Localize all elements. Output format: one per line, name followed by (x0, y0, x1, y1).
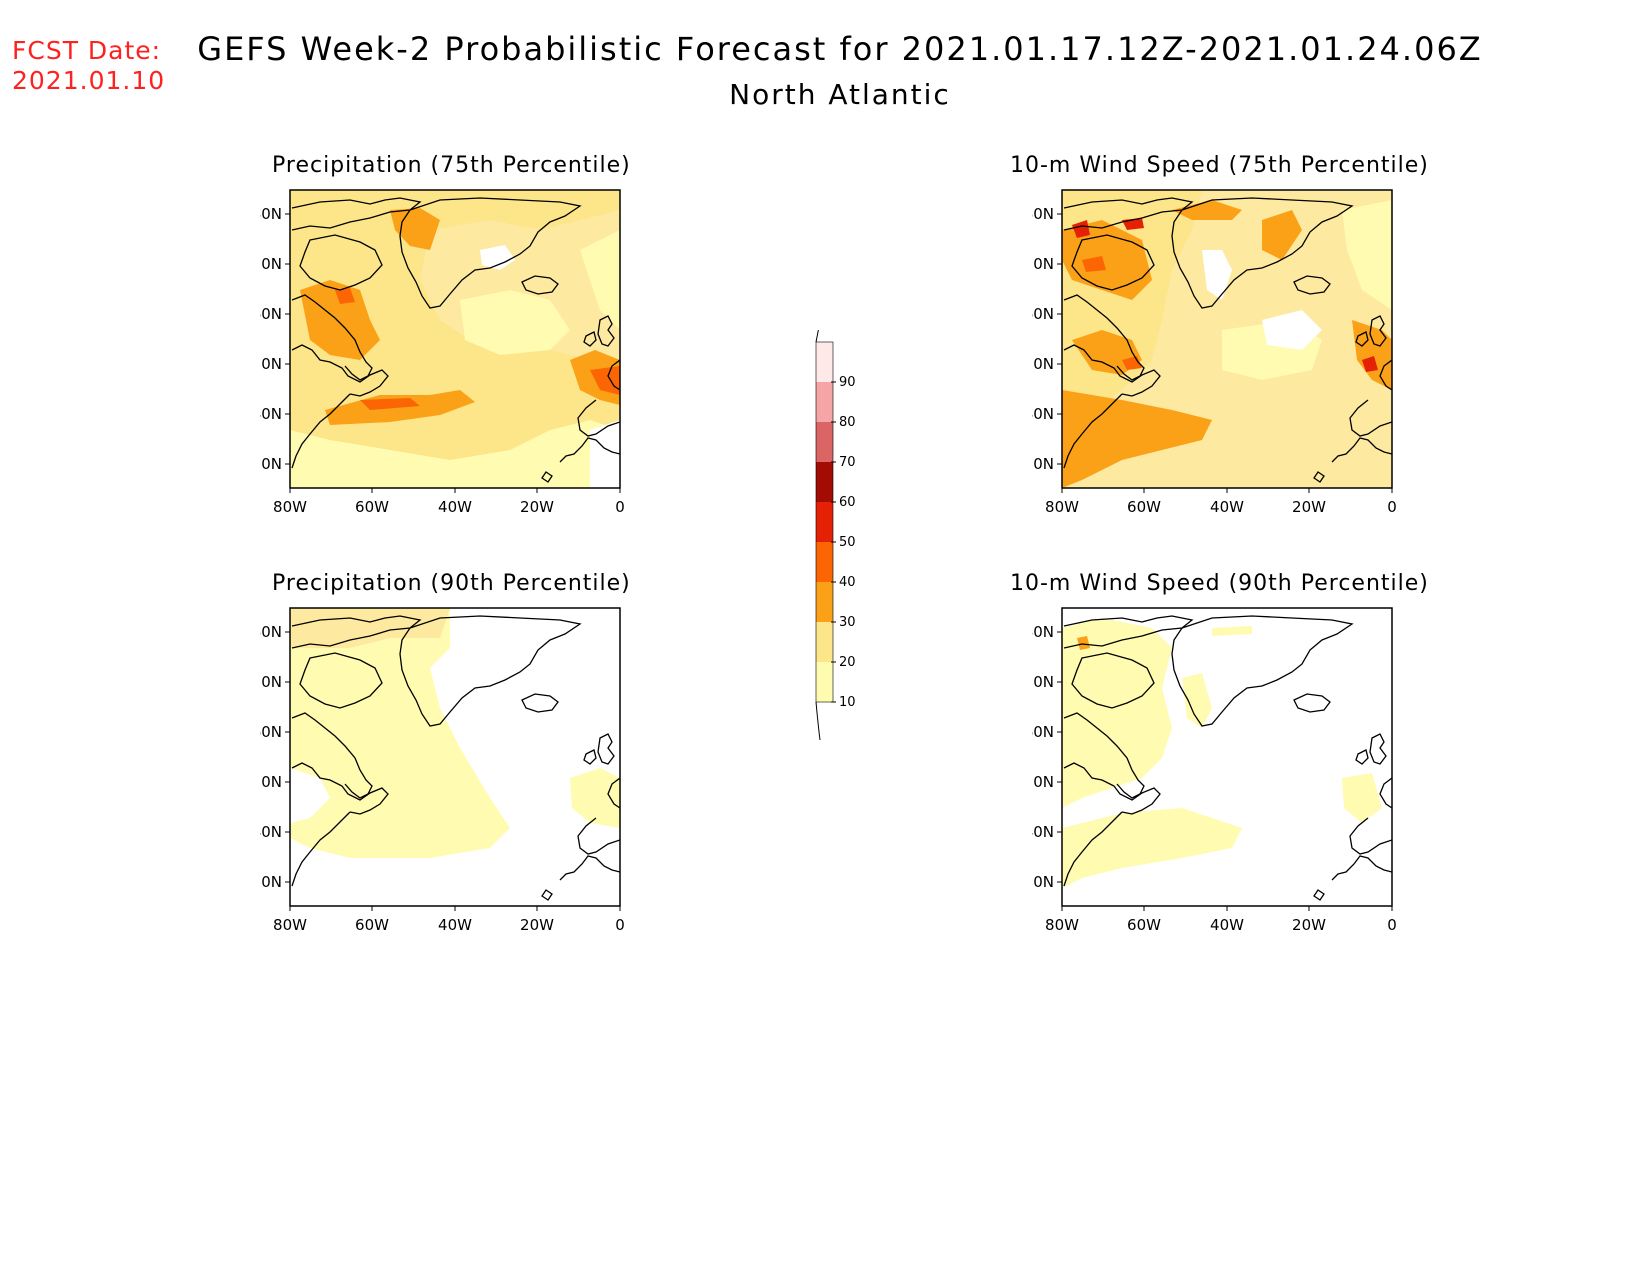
lon-ticks: 80W 60W 40W 20W 0 (273, 906, 625, 934)
lat-label: 30N (1032, 873, 1054, 891)
lat-ticks: 80N 70N 60N 50N 40N 30N (1032, 623, 1062, 891)
lon-label: 40W (1210, 916, 1244, 934)
lon-ticks: 80W 60W 40W 20W 0 (1045, 488, 1397, 516)
lat-label: 50N (260, 773, 282, 791)
colorbar-label: 30 (839, 615, 856, 630)
lon-label: 0 (1387, 916, 1397, 934)
forecast-date-block: FCST Date: 2021.01.10 (12, 36, 165, 96)
lat-label: 40N (260, 405, 282, 423)
colorbar-segment (816, 422, 833, 462)
lon-label: 60W (1127, 498, 1161, 516)
map-precip90: 80N 70N 60N 50N 40N 30N 80W 60W 40W 20W … (260, 607, 625, 934)
lat-label: 80N (260, 205, 282, 223)
lat-label: 80N (1032, 205, 1054, 223)
lat-ticks: 80N 70N 60N 50N 40N 30N (260, 623, 290, 891)
lat-label: 80N (260, 623, 282, 641)
colorbar-label: 90 (839, 375, 856, 390)
lon-label: 40W (438, 916, 472, 934)
colorbar-label: 10 (839, 695, 856, 710)
lon-label: 20W (520, 916, 554, 934)
lat-label: 60N (1032, 723, 1054, 741)
lat-label: 40N (260, 823, 282, 841)
colorbar-segment (816, 462, 833, 502)
colorbar-segment (816, 382, 833, 422)
colorbar-segment (816, 342, 833, 382)
lat-ticks: 80N 70N 60N 50N 40N 30N (1032, 205, 1062, 473)
colorbar-scale: 10 20 30 40 50 60 70 80 90 (815, 330, 856, 741)
lon-ticks: 80W 60W 40W 20W 0 (273, 488, 625, 516)
colorbar-segment (816, 502, 833, 542)
lon-label: 60W (1127, 916, 1161, 934)
colorbar: 10 20 30 40 50 60 70 80 90 (815, 330, 856, 741)
lon-label: 80W (1045, 916, 1079, 934)
panel-title-wind75: 10-m Wind Speed (75th Percentile) (1010, 153, 1429, 178)
colorbar-tail (815, 701, 821, 741)
region-title: North Atlantic (729, 78, 951, 111)
lat-label: 30N (260, 455, 282, 473)
colorbar-label: 60 (839, 495, 856, 510)
lon-label: 60W (355, 498, 389, 516)
lat-ticks: 80N 70N 60N 50N 40N 30N (260, 205, 290, 473)
colorbar-label: 80 (839, 415, 856, 430)
lon-label: 0 (1387, 498, 1397, 516)
lon-label: 40W (438, 498, 472, 516)
lat-label: 50N (1032, 355, 1054, 373)
lat-label: 50N (260, 355, 282, 373)
lat-label: 80N (1032, 623, 1054, 641)
lat-label: 30N (1032, 455, 1054, 473)
panel-title-precip75: Precipitation (75th Percentile) (272, 153, 631, 178)
colorbar-label: 50 (839, 535, 856, 550)
colorbar-label: 40 (839, 575, 856, 590)
colorbar-label: 20 (839, 655, 856, 670)
lat-label: 70N (1032, 255, 1054, 273)
colorbar-segment (816, 622, 833, 662)
lon-label: 0 (615, 916, 625, 934)
lat-label: 70N (260, 255, 282, 273)
panel-title-wind90: 10-m Wind Speed (90th Percentile) (1010, 571, 1429, 596)
lon-label: 40W (1210, 498, 1244, 516)
lon-label: 80W (273, 916, 307, 934)
lon-label: 20W (1292, 498, 1326, 516)
lat-label: 40N (1032, 405, 1054, 423)
page-title: GEFS Week-2 Probabilistic Forecast for 2… (197, 30, 1483, 68)
lat-label: 60N (1032, 305, 1054, 323)
colorbar-cap (815, 330, 819, 343)
lon-label: 60W (355, 916, 389, 934)
lat-label: 60N (260, 723, 282, 741)
lon-label: 80W (273, 498, 307, 516)
colorbar-segment (816, 582, 833, 622)
colorbar-outline (815, 341, 834, 703)
lat-label: 40N (1032, 823, 1054, 841)
map-wind75: 80N 70N 60N 50N 40N 30N 80W 60W 40W 20W … (1032, 189, 1397, 516)
lon-label: 20W (1292, 916, 1326, 934)
lon-label: 0 (615, 498, 625, 516)
map-precip75: 80N 70N 60N 50N 40N 30N 80W 60W 40W 20W … (260, 189, 625, 516)
panel-title-precip90: Precipitation (90th Percentile) (272, 571, 631, 596)
colorbar-label: 70 (839, 455, 856, 470)
lon-label: 80W (1045, 498, 1079, 516)
lon-ticks: 80W 60W 40W 20W 0 (1045, 906, 1397, 934)
forecast-date-value: 2021.01.10 (12, 66, 166, 95)
forecast-date-label: FCST Date: (12, 36, 162, 65)
lat-label: 30N (260, 873, 282, 891)
lon-label: 20W (520, 498, 554, 516)
map-wind90: 80N 70N 60N 50N 40N 30N 80W 60W 40W 20W … (1032, 607, 1397, 934)
lat-label: 50N (1032, 773, 1054, 791)
colorbar-segment (816, 542, 833, 582)
lat-label: 70N (260, 673, 282, 691)
lat-label: 60N (260, 305, 282, 323)
colorbar-segment (816, 662, 833, 702)
lat-label: 70N (1032, 673, 1054, 691)
